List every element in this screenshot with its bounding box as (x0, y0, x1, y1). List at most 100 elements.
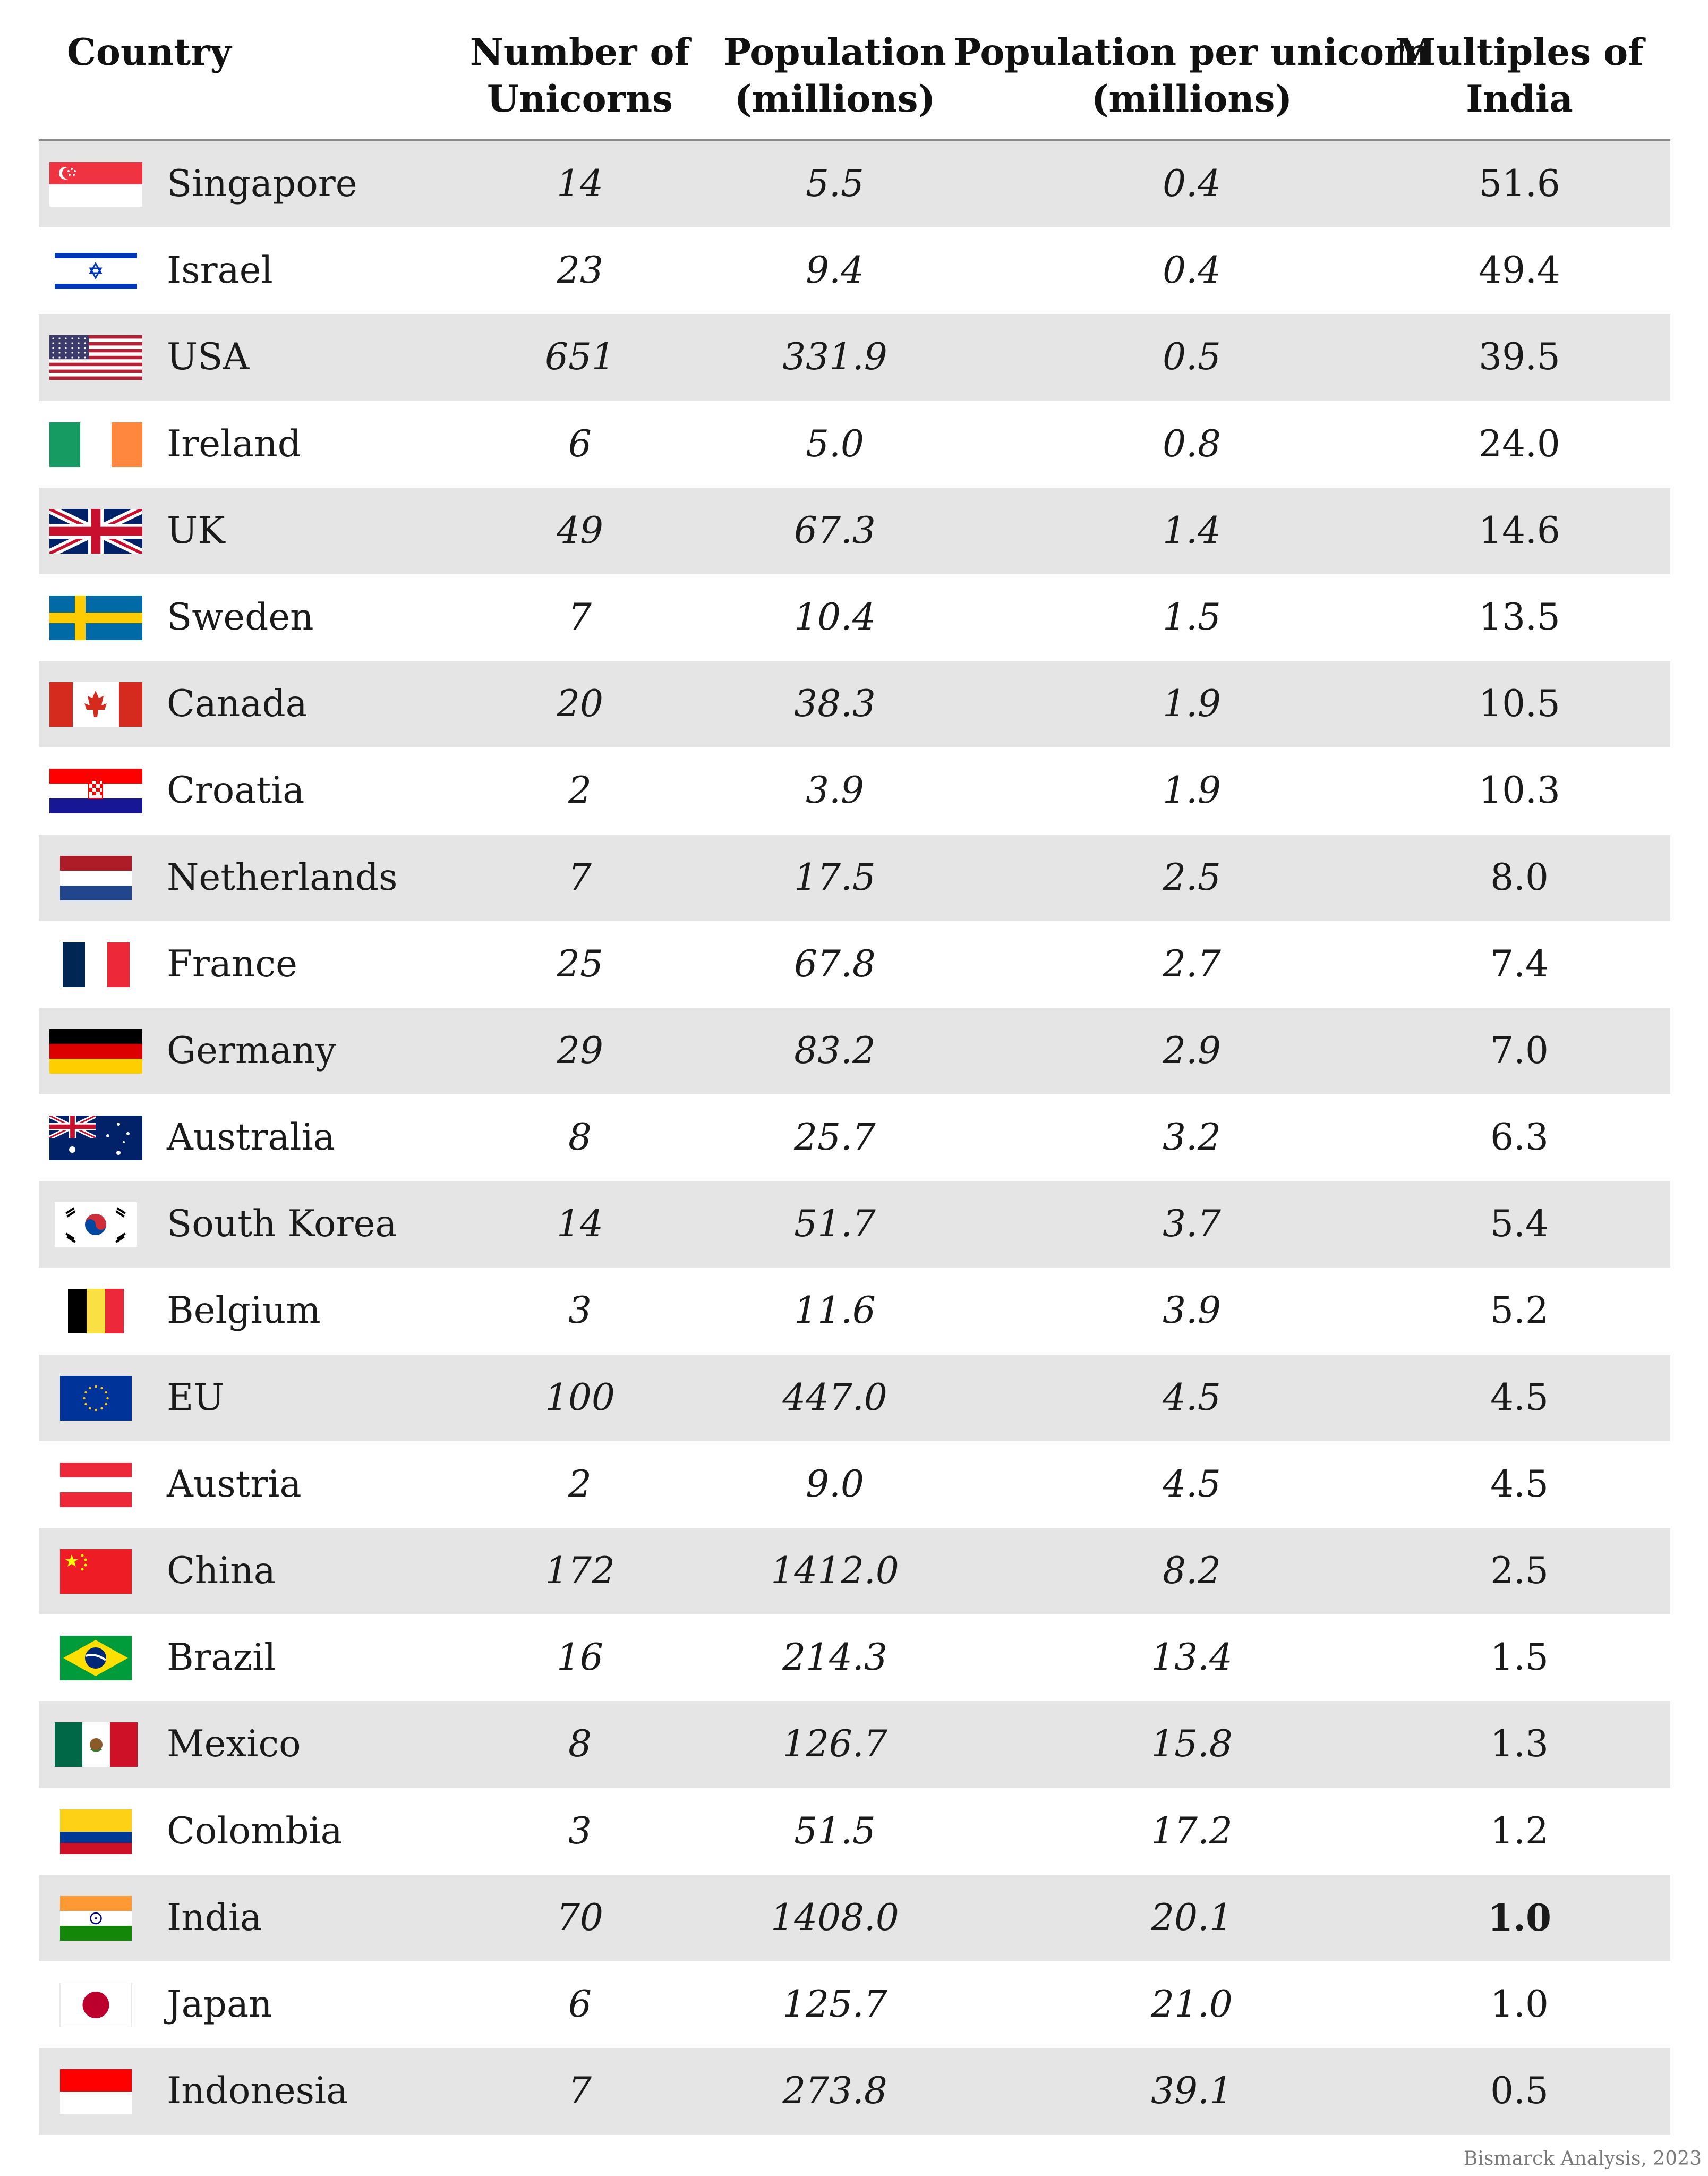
table-row: Australia 8 25.7 3.2 6.3 (39, 1094, 1670, 1181)
header-number-of-unicorns: Number of Unicorns (469, 31, 690, 121)
population-per-unicorn-value: 3.7 (1163, 1203, 1221, 1246)
multiple-of-india-value: 7.0 (1490, 1029, 1549, 1072)
population-per-unicorn-value: 15.8 (1151, 1723, 1233, 1766)
unicorn-count: 14 (557, 163, 603, 205)
population-value: 273.8 (782, 2070, 887, 2113)
header-country: Country (67, 31, 232, 74)
table-row: UK 49 67.3 1.4 14.6 (39, 487, 1670, 574)
multiple-of-india-value: 51.6 (1479, 163, 1560, 205)
unicorn-count: 3 (568, 1289, 592, 1332)
population-per-unicorn-value: 1.5 (1163, 596, 1221, 639)
flag-ireland-icon (49, 422, 142, 467)
population-per-unicorn-value: 3.9 (1163, 1289, 1221, 1332)
country-name: Croatia (167, 769, 305, 812)
population-per-unicorn-value: 4.5 (1163, 1463, 1221, 1506)
population-value: 125.7 (782, 1983, 887, 2026)
country-name: Brazil (167, 1636, 276, 1679)
flag-indonesia-icon (49, 2069, 142, 2114)
population-value: 9.0 (806, 1463, 864, 1506)
table-row: Sweden 7 10.4 1.5 13.5 (39, 574, 1670, 661)
population-value: 51.7 (794, 1203, 876, 1246)
unicorn-count: 7 (568, 2070, 592, 2113)
flag-netherlands-icon (49, 855, 142, 900)
flag-colombia-icon (49, 1809, 142, 1854)
flag-india-icon (49, 1896, 142, 1941)
multiple-of-india-value: 1.5 (1490, 1636, 1549, 1679)
population-value: 1408.0 (771, 1896, 899, 1939)
country-name: Indonesia (167, 2070, 348, 2113)
population-per-unicorn-value: 2.7 (1163, 942, 1221, 985)
multiple-of-india-value: 13.5 (1479, 596, 1560, 639)
table-row: Ireland 6 5.0 0.8 24.0 (39, 401, 1670, 488)
population-value: 25.7 (794, 1116, 876, 1159)
country-name: South Korea (167, 1203, 397, 1246)
population-per-unicorn-value: 8.2 (1163, 1550, 1221, 1592)
country-name: Germany (167, 1029, 336, 1072)
population-value: 67.8 (794, 942, 876, 985)
unicorn-count: 25 (557, 942, 603, 985)
flag-israel-icon (49, 249, 142, 294)
country-name: Sweden (167, 596, 314, 639)
unicorn-count: 651 (545, 336, 615, 379)
unicorn-count: 172 (545, 1550, 615, 1592)
country-name: UK (167, 509, 225, 552)
flag-china-icon (49, 1549, 142, 1594)
country-name: Canada (167, 683, 308, 726)
population-value: 447.0 (782, 1376, 887, 1419)
flag-south-korea-icon (49, 1202, 142, 1247)
population-value: 67.3 (794, 509, 876, 552)
unicorn-count: 6 (568, 1983, 592, 2026)
country-name: China (167, 1550, 276, 1592)
unicorn-count: 23 (557, 249, 603, 292)
population-per-unicorn-value: 39.1 (1151, 2070, 1233, 2113)
population-value: 10.4 (794, 596, 876, 639)
unicorn-count: 20 (557, 683, 603, 726)
population-per-unicorn-value: 2.9 (1163, 1029, 1221, 1072)
country-name: India (167, 1896, 262, 1939)
multiple-of-india-value: 49.4 (1479, 249, 1560, 292)
country-name: Colombia (167, 1809, 343, 1852)
population-per-unicorn-value: 13.4 (1151, 1636, 1233, 1679)
unicorn-count: 100 (545, 1376, 615, 1419)
flag-croatia-icon (49, 769, 142, 814)
table-row: France 25 67.8 2.7 7.4 (39, 921, 1670, 1008)
country-name: France (167, 942, 297, 985)
population-per-unicorn-value: 4.5 (1163, 1376, 1221, 1419)
table-row: Germany 29 83.2 2.9 7.0 (39, 1007, 1670, 1095)
unicorn-count: 14 (557, 1203, 603, 1246)
multiple-of-india-value: 2.5 (1490, 1550, 1549, 1592)
country-name: Mexico (167, 1723, 301, 1766)
flag-usa-icon (49, 335, 142, 380)
table-body: Singapore 14 5.5 0.4 51.6 Israel 23 9.4 0.4 49.4 U… (39, 141, 1670, 2135)
unicorn-count: 29 (557, 1029, 603, 1072)
population-value: 5.0 (806, 422, 864, 465)
multiple-of-india-value: 39.5 (1479, 336, 1560, 379)
flag-uk-icon (49, 508, 142, 554)
unicorn-count: 8 (568, 1723, 592, 1766)
multiple-of-india-value: 4.5 (1490, 1463, 1549, 1506)
country-name: Ireland (167, 422, 301, 465)
unicorn-table: Country Number of Unicorns Population (m… (39, 0, 1670, 2135)
flag-austria-icon (49, 1462, 142, 1507)
population-value: 83.2 (794, 1029, 876, 1072)
table-row: USA 651 331.9 0.5 39.5 (39, 314, 1670, 401)
header-population-per-unicorn: Population per unicorn (millions) (953, 31, 1430, 121)
population-value: 5.5 (806, 163, 864, 205)
flag-sweden-icon (49, 595, 142, 640)
source-note: Bismarck Analysis, 2023 (1463, 2148, 1702, 2170)
unicorn-count: 2 (568, 769, 592, 812)
multiple-of-india-value: 5.4 (1490, 1203, 1549, 1246)
country-name: Netherlands (167, 856, 398, 899)
population-per-unicorn-value: 0.4 (1163, 163, 1221, 205)
multiple-of-india-value: 4.5 (1490, 1376, 1549, 1419)
population-per-unicorn-value: 0.8 (1163, 422, 1221, 465)
population-per-unicorn-value: 1.4 (1163, 509, 1221, 552)
population-per-unicorn-value: 17.2 (1151, 1809, 1233, 1852)
table-row: Israel 23 9.4 0.4 49.4 (39, 227, 1670, 314)
population-per-unicorn-value: 1.9 (1163, 683, 1221, 726)
multiple-of-india-value: 14.6 (1479, 509, 1560, 552)
population-value: 38.3 (794, 683, 876, 726)
table-row: Colombia 3 51.5 17.2 1.2 (39, 1788, 1670, 1875)
table-row: Indonesia 7 273.8 39.1 0.5 (39, 2048, 1670, 2135)
population-value: 331.9 (782, 336, 887, 379)
